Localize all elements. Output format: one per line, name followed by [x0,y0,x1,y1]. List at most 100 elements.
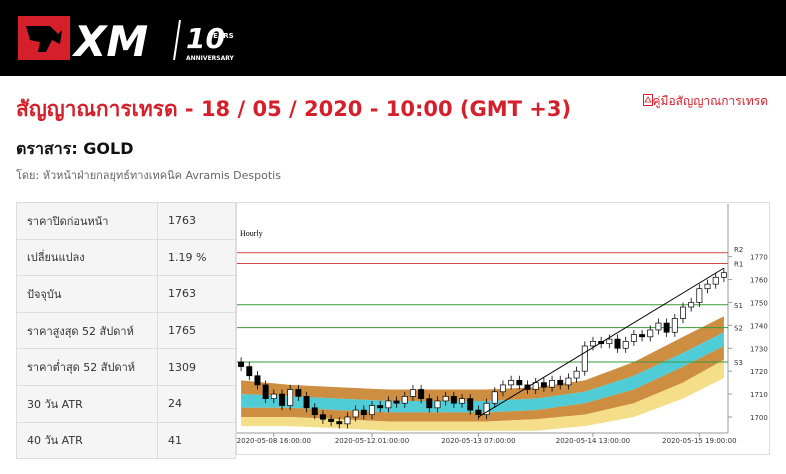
candle-body [238,361,245,367]
row-value: 1763 [157,275,236,313]
level-label: R1 [734,261,743,269]
y-tick-label: 1700 [750,414,768,422]
candle-body [336,421,343,425]
x-tick-label: 2020-05-15 19:00:00 [662,437,736,445]
guide-link[interactable]: คู่มือสัญญาณการเทรด [642,92,769,111]
logo-divider [173,19,181,61]
row-value: 1765 [157,311,236,350]
table-row: 40 วัน ATR 41 [16,421,236,460]
logo[interactable]: XM 10 YEARS ANNIVERSARY [0,0,260,76]
level-label: S2 [734,325,743,333]
candle-body [663,322,670,333]
candle-body [385,400,392,409]
candle-body [426,398,433,409]
row-label: เปลี่ยนแปลง [16,238,158,277]
badge-years: YEARS [207,32,234,40]
page-title: สัญญาณการเทรด - 18 / 05 / 2020 - 10:00 (… [16,97,572,121]
candle-body [712,276,719,285]
row-value: 1309 [157,348,236,386]
table-row: ราคาสูงสุด 52 สัปดาห์ 1765 [16,311,236,350]
candle-body [655,322,662,331]
band [241,332,724,413]
row-value: 1763 [157,202,236,240]
candle-body [639,334,646,338]
table-row: ราคาปิดก่อนหน้า 1763 [16,202,236,240]
table-row: ปัจจุบัน 1763 [16,275,236,313]
candle-body [418,389,425,400]
candle-body [557,379,564,386]
candle-body [483,402,490,416]
logo-bull [26,26,62,52]
x-tick-label: 2020-05-13 07:00:00 [441,437,515,445]
badge-number: 10 [186,22,225,55]
candle-body [590,341,596,347]
candle-body [254,375,261,386]
candle-body [499,384,506,393]
candle-body [344,416,351,425]
candle-body [671,318,678,333]
candle-body [303,396,310,409]
candle-body [409,389,416,397]
candle-body [540,382,547,388]
guide-link-text[interactable]: คู่มือสัญญาณการเทรด [652,94,769,108]
candle-body [696,288,703,303]
candle-body [614,338,621,349]
candle-body [459,398,466,404]
x-tick-label: 2020-05-08 16:00:00 [237,437,311,445]
candle-body [581,345,588,372]
candle-body [360,409,367,416]
candle-body [246,366,253,377]
candle-body [270,393,277,400]
candle-body [262,384,269,400]
candle-body [647,329,654,338]
stats-table: ราคาปิดก่อนหน้า 1763 เปลี่ยนแปลง 1.19 % ปัจจ… [16,202,236,460]
header: XM 10 YEARS ANNIVERSARY [0,0,786,76]
candle-body [549,379,556,388]
badge-caption: ANNIVERSARY [186,55,235,62]
y-tick-label: 1720 [750,368,768,376]
row-label: ราคาปิดก่อนหน้า [16,202,158,240]
x-tick-label: 2020-05-12 01:00:00 [335,437,409,445]
row-label: ราคาสูงสุด 52 สัปดาห์ [16,311,158,350]
y-tick-label: 1730 [750,345,768,353]
candle-body [369,405,375,416]
candle-body [319,414,326,420]
candle-body [622,341,629,349]
candle-body [295,389,302,397]
candle-body [680,306,686,319]
chart: Hourly 1700 1710 1720 1730 1740 1750 1760 1770 2… [237,204,768,445]
candle-body [311,407,318,416]
candle-body [573,370,580,379]
level-label: R2 [734,246,743,254]
candle-body [279,393,285,406]
candle-body [450,396,457,404]
band [241,359,724,431]
row-value: 24 [157,384,236,423]
y-tick-label: 1710 [750,391,768,399]
candle-body [630,334,637,342]
y-tick-label: 1770 [750,254,768,262]
row-label: 30 วัน ATR [16,384,158,423]
candle-body [328,418,335,422]
candle-body [688,302,695,308]
candle-body [434,400,441,409]
candle-body [606,338,613,345]
band [241,316,724,401]
candle-body [565,377,572,386]
candle-body [442,396,449,402]
row-label: ราคาต่ำสุด 52 สัปดาห์ [16,348,158,386]
row-value: 41 [157,421,236,460]
row-label: 40 วัน ATR [16,421,158,460]
candle-body [393,400,400,404]
y-tick-label: 1740 [750,322,768,330]
level-label: S3 [734,359,743,367]
candle-body [491,391,498,404]
candle-body [720,272,727,278]
candle-body [475,409,482,416]
candle-body [704,283,711,290]
chart-title: Hourly [240,229,263,238]
x-tick-label: 2020-05-14 13:00:00 [556,437,630,445]
candle-body [377,405,384,409]
instrument: ตราสาร: GOLD [16,139,134,158]
